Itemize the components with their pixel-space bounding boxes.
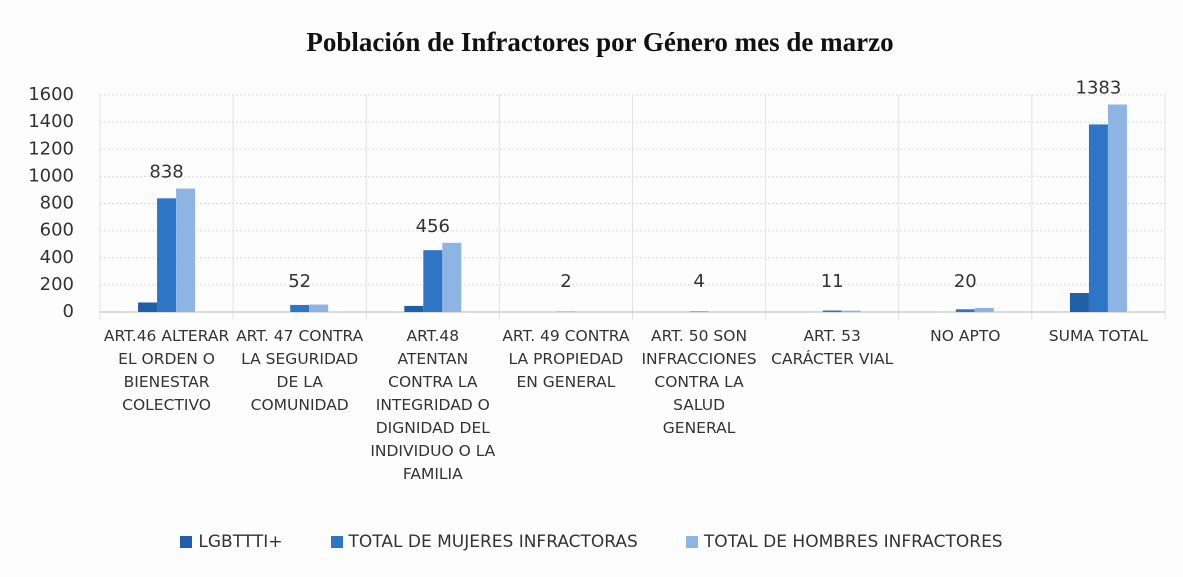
bar xyxy=(1069,293,1089,312)
bar xyxy=(822,310,842,312)
y-tick-label: 600 xyxy=(40,220,74,241)
y-tick-label: 800 xyxy=(40,193,74,214)
data-label: 4 xyxy=(693,271,704,292)
legend-item: LGBTTTI+ xyxy=(180,532,283,552)
data-label: 11 xyxy=(821,271,844,292)
y-tick-label: 200 xyxy=(40,274,74,295)
bar xyxy=(955,309,975,312)
legend-swatch xyxy=(330,536,343,548)
x-tick-label: ART.46 ALTERAR EL ORDEN O BIENESTAR COLE… xyxy=(103,327,230,414)
y-tick-label: 0 xyxy=(63,301,74,322)
data-label: 52 xyxy=(288,271,311,292)
chart-title: Población de Infractores por Género mes … xyxy=(306,27,893,57)
bar xyxy=(1107,104,1127,313)
bar xyxy=(176,188,196,312)
x-tick-label: NO APTO xyxy=(930,327,1001,345)
y-tick-label: 1600 xyxy=(28,84,74,105)
x-tick-label: ART. 47 CONTRA LA SEGURIDAD DE LA COMUNI… xyxy=(236,327,364,414)
bar xyxy=(423,250,443,312)
x-tick-label: SUMA TOTAL xyxy=(1048,327,1149,345)
x-tick-label: ART. 50 SON INFRACCIONES CONTRA LA SALUD… xyxy=(641,327,757,437)
legend: LGBTTTI+ TOTAL DE MUJERES INFRACTORAS TOTA… xyxy=(0,532,1183,552)
bar xyxy=(442,242,462,312)
legend-item: TOTAL DE HOMBRES INFRACTORES xyxy=(685,532,1003,552)
y-tick-label: 400 xyxy=(40,247,74,268)
bar xyxy=(841,310,861,312)
bar xyxy=(157,198,177,312)
data-label: 456 xyxy=(416,216,450,237)
legend-swatch xyxy=(685,536,698,548)
x-tick-label: ART. 49 CONTRA LA PROPIEDAD EN GENERAL xyxy=(502,327,630,391)
bar xyxy=(974,307,994,312)
bar xyxy=(1088,124,1108,312)
data-label: 1383 xyxy=(1076,77,1122,98)
data-label: 838 xyxy=(149,162,183,183)
legend-swatch xyxy=(180,536,193,548)
legend-label: TOTAL DE HOMBRES INFRACTORES xyxy=(703,532,1003,552)
legend-label: TOTAL DE MUJERES INFRACTORAS xyxy=(348,532,638,552)
x-tick-label: ART. 53 CARÁCTER VIAL xyxy=(771,327,894,368)
bar xyxy=(138,302,158,312)
bar xyxy=(689,311,709,312)
bar xyxy=(404,305,424,312)
y-tick-label: 1000 xyxy=(28,165,74,186)
legend-label: LGBTTTI+ xyxy=(198,532,283,552)
x-tick-label: ART.48 ATENTAN CONTRA LA INTEGRIDAD O DI… xyxy=(370,327,496,483)
legend-item: TOTAL DE MUJERES INFRACTORAS xyxy=(330,532,638,552)
bar xyxy=(290,304,310,312)
bar xyxy=(309,304,329,312)
y-tick-label: 1200 xyxy=(28,138,74,159)
data-label: 2 xyxy=(560,271,571,292)
data-label: 20 xyxy=(954,271,977,292)
y-tick-label: 1400 xyxy=(28,111,74,132)
